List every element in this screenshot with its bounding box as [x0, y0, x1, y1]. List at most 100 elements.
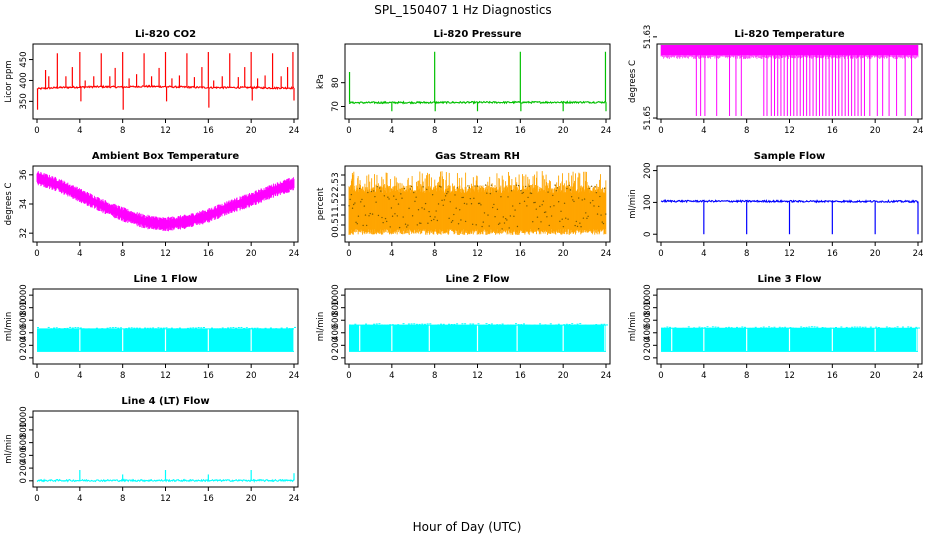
rh-point	[424, 202, 427, 205]
x-tick-label: 20	[246, 126, 257, 136]
rh-point	[517, 184, 520, 187]
rh-point	[494, 216, 496, 218]
rh-point	[586, 217, 588, 220]
y-tick-label: 400	[331, 325, 341, 341]
x-tick-label: 0	[658, 126, 663, 136]
rh-point	[593, 205, 595, 207]
rh-point	[398, 226, 401, 229]
data-layer	[36, 470, 295, 483]
rh-point	[404, 223, 407, 225]
y-tick-label: 800	[331, 300, 341, 316]
x-tick-label: 16	[203, 126, 214, 136]
rh-point	[496, 208, 499, 211]
y-axis-label: ml/min	[4, 312, 14, 342]
rh-point	[441, 199, 443, 202]
rh-point	[519, 202, 521, 205]
x-tick-label: 0	[346, 371, 351, 381]
x-tick-label: 8	[744, 371, 749, 381]
x-tick-label: 8	[120, 494, 125, 504]
y-tick-label: 200	[331, 337, 341, 353]
rh-point	[575, 220, 578, 223]
x-tick-label: 0	[34, 371, 39, 381]
rh-point	[451, 220, 454, 222]
x-tick-label: 16	[203, 249, 214, 259]
x-tick-label: 4	[77, 494, 82, 504]
rh-point	[400, 193, 402, 195]
rh-point	[387, 196, 389, 198]
x-tick-label: 4	[77, 371, 82, 381]
x-tick-label: 20	[246, 249, 257, 259]
x-tick-label: 4	[389, 126, 394, 136]
rh-point	[448, 217, 450, 220]
rh-point	[567, 218, 569, 220]
rh-point	[492, 206, 494, 209]
rh-point	[568, 184, 570, 187]
rh-point	[547, 191, 549, 193]
x-tick-label: 24	[601, 126, 612, 136]
y-tick-label: 70	[331, 101, 341, 112]
rh-point	[508, 227, 510, 229]
rh-point	[368, 215, 370, 217]
data-layer	[661, 326, 920, 352]
x-tick-label: 24	[913, 371, 924, 381]
rh-point	[388, 198, 390, 200]
rh-point	[395, 198, 397, 201]
y-tick-label: 80	[331, 77, 341, 88]
rh-point	[501, 228, 503, 230]
rh-point	[456, 187, 459, 189]
x-tick-label: 4	[389, 371, 394, 381]
rh-point	[507, 196, 509, 198]
y-tick-label: 400	[19, 325, 29, 341]
rh-point	[605, 213, 607, 215]
rh-point	[476, 185, 479, 187]
x-tick-label: 0	[34, 249, 39, 259]
rh-point	[592, 199, 594, 202]
rh-point	[529, 192, 532, 194]
x-tick-label: 0	[658, 249, 663, 259]
rh-point	[480, 204, 482, 206]
y-tick-label: 100	[643, 194, 653, 210]
rh-point	[566, 187, 568, 190]
rh-point	[349, 198, 351, 201]
rh-point	[536, 216, 539, 218]
rh-point	[524, 185, 527, 188]
plot-box	[656, 288, 923, 365]
x-tick-label: 4	[389, 249, 394, 259]
rh-point	[560, 210, 562, 212]
rh-point	[530, 192, 533, 195]
rh-point	[385, 220, 388, 223]
y-tick-label: 0	[331, 355, 341, 360]
rh-point	[463, 202, 466, 205]
y-tick-label: 0	[19, 478, 29, 483]
x-tick-label: 24	[289, 371, 300, 381]
rh-point	[553, 205, 555, 207]
y-tick-label: 200	[643, 337, 653, 353]
chart-title: Li-820 Pressure	[433, 29, 521, 40]
rh-point	[556, 187, 559, 189]
rh-point	[569, 189, 572, 191]
y-axis-label: kPa	[316, 74, 326, 89]
rh-point	[484, 184, 487, 186]
rh-point	[481, 225, 483, 228]
rh-point	[438, 185, 441, 187]
rh-point	[563, 202, 566, 204]
y-tick-label: 1000	[643, 284, 653, 306]
chart-panel-6: Sample Flow ml/min 0 4 8 12 16 20 24 0 100 200	[628, 151, 923, 259]
rh-point	[548, 224, 550, 227]
x-tick-label: 16	[827, 249, 838, 259]
main-title: SPL_150407 1 Hz Diagnostics	[374, 3, 551, 17]
rh-point	[528, 185, 530, 187]
x-tick-label: 12	[472, 249, 483, 259]
data-layer	[36, 171, 295, 232]
rh-point	[420, 222, 422, 225]
rh-point	[473, 197, 475, 199]
y-tick-label: 450	[19, 51, 29, 67]
rh-point	[515, 184, 517, 186]
x-tick-label: 12	[472, 126, 483, 136]
rh-point	[418, 222, 421, 224]
rh-point	[502, 216, 505, 218]
rh-point	[542, 200, 545, 202]
x-tick-label: 4	[77, 249, 82, 259]
x-tick-label: 16	[515, 249, 526, 259]
y-tick-label: 36	[19, 169, 29, 180]
